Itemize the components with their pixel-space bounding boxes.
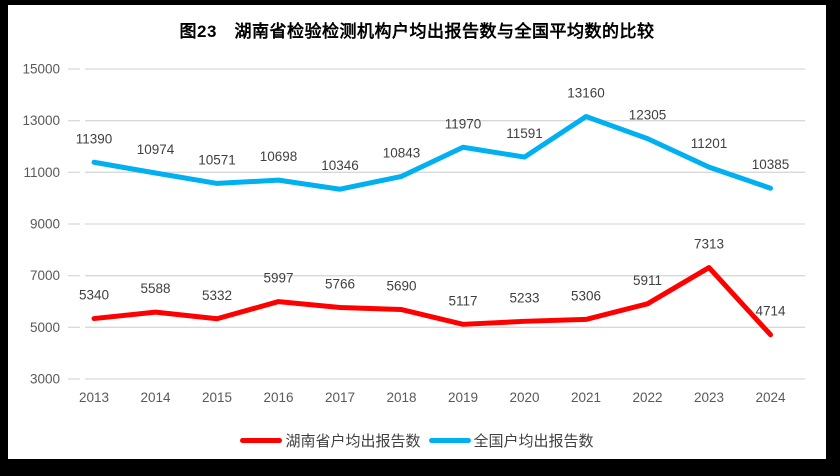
data-label-series-1: 12305 xyxy=(629,108,667,123)
x-tick-label: 2024 xyxy=(755,390,786,405)
x-tick-label: 2014 xyxy=(140,390,171,405)
data-label-series-0: 5306 xyxy=(571,288,601,303)
legend-swatch-red-line xyxy=(240,437,283,443)
legend-item-hunan: 湖南省户均出报告数 xyxy=(240,430,421,451)
legend-label-hunan: 湖南省户均出报告数 xyxy=(285,432,421,450)
data-label-series-0: 5233 xyxy=(509,290,539,305)
x-tick-label: 2022 xyxy=(632,390,662,405)
data-label-series-0: 5911 xyxy=(633,273,662,288)
data-label-series-1: 10698 xyxy=(260,149,298,164)
chart-area: 图23 湖南省检验检测机构户均出报告数与全国平均数的比较 15000 13000 1… xyxy=(8,5,826,459)
x-tick-label: 2016 xyxy=(263,390,293,405)
chart-legend: 湖南省户均出报告数 全国户均出报告数 xyxy=(8,429,826,451)
data-label-series-0: 5766 xyxy=(325,277,355,292)
y-tick-label: 3000 xyxy=(30,372,60,387)
data-label-series-1: 11970 xyxy=(445,116,482,131)
data-label-series-1: 11390 xyxy=(76,131,113,146)
data-label-series-1: 11201 xyxy=(691,136,728,151)
data-label-series-0: 5332 xyxy=(202,288,232,303)
legend-item-national: 全国户均出报告数 xyxy=(428,430,594,451)
x-tick-label: 2017 xyxy=(325,390,355,405)
series-line-0 xyxy=(91,265,773,338)
data-label-series-0: 5690 xyxy=(386,279,416,294)
data-label-series-1: 10571 xyxy=(198,152,236,167)
legend-swatch-blue-line xyxy=(428,437,471,443)
y-tick-label: 7000 xyxy=(30,268,60,283)
data-label-series-0: 5588 xyxy=(140,281,170,296)
y-tick-label: 11000 xyxy=(23,165,60,180)
data-label-series-0: 7313 xyxy=(694,237,724,252)
y-tick-label: 15000 xyxy=(22,62,60,77)
x-tick-label: 2021 xyxy=(571,390,601,405)
data-label-series-0: 5340 xyxy=(79,288,109,303)
data-label-series-1: 10385 xyxy=(752,157,790,172)
data-label-series-1: 13160 xyxy=(567,86,605,101)
line-chart-plot: 15000 13000 11000 9000 7000 5000 3000 2013 2014 2… xyxy=(22,62,805,405)
data-label-series-1: 10974 xyxy=(137,142,175,157)
legend-label-national: 全国户均出报告数 xyxy=(473,432,594,450)
x-tick-label: 2018 xyxy=(386,390,416,405)
data-label-series-1: 10843 xyxy=(383,145,421,160)
chart-title: 图23 湖南省检验检测机构户均出报告数与全国平均数的比较 xyxy=(179,22,655,41)
data-label-series-1: 11591 xyxy=(506,126,543,141)
y-tick-label: 5000 xyxy=(30,320,60,335)
data-label-series-1: 10346 xyxy=(321,158,359,173)
data-label-series-0: 5997 xyxy=(263,271,293,286)
x-tick-label: 2015 xyxy=(202,390,232,405)
x-tick-label: 2020 xyxy=(509,390,539,405)
y-tick-label: 13000 xyxy=(22,113,60,128)
x-tick-label: 2013 xyxy=(79,390,109,405)
data-label-series-0: 5117 xyxy=(448,293,477,308)
y-tick-label: 9000 xyxy=(30,217,60,232)
x-tick-label: 2019 xyxy=(448,390,478,405)
x-tick-label: 2023 xyxy=(694,390,724,405)
series-line-1 xyxy=(91,114,773,192)
data-label-series-0: 4714 xyxy=(755,304,786,319)
